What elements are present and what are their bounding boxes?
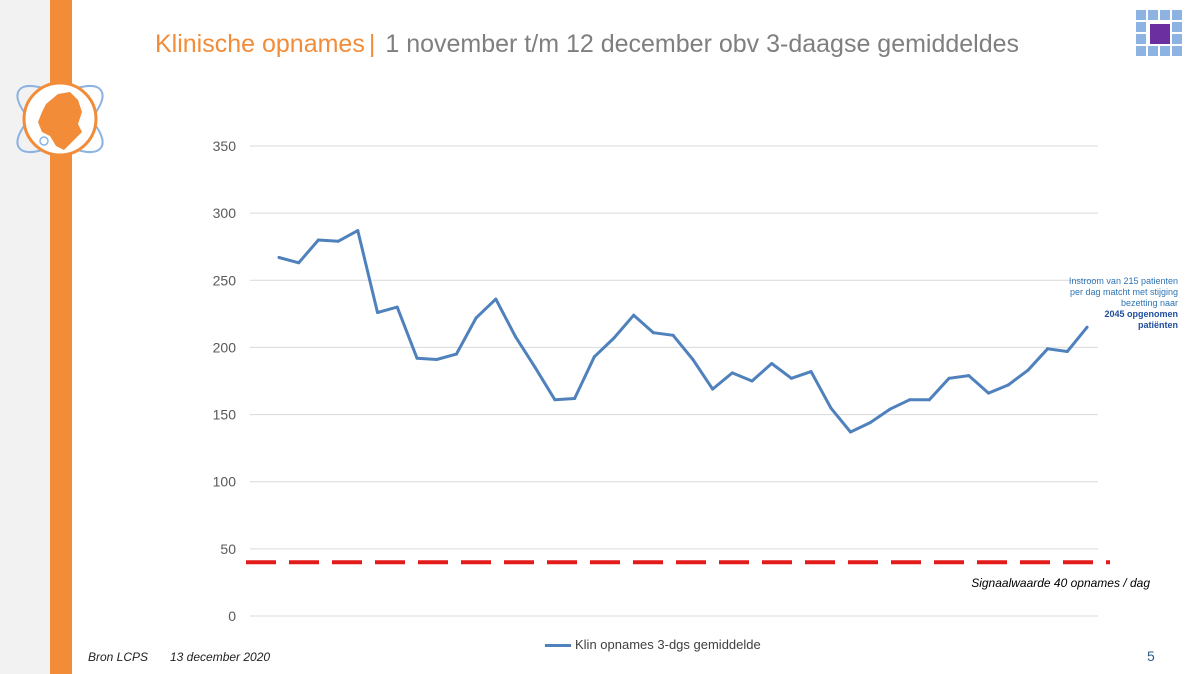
y-tick-label: 350	[213, 138, 237, 154]
data-point	[454, 352, 458, 356]
title-subtitle: 1 november t/m 12 december obv 3-daagse …	[385, 30, 1020, 58]
data-point	[494, 297, 498, 301]
data-point	[1026, 368, 1030, 372]
data-point	[474, 316, 478, 320]
annotation-line-2: per dag matcht met stijging	[1069, 287, 1178, 297]
title-separator: |	[368, 30, 376, 58]
data-point	[671, 333, 675, 337]
y-tick-label: 250	[213, 272, 237, 288]
data-point	[849, 430, 852, 434]
data-point	[947, 376, 951, 380]
annotation-bold-2: patiënten	[1137, 320, 1178, 330]
data-point	[376, 311, 379, 314]
y-tick-label: 200	[213, 339, 237, 355]
data-point	[908, 398, 912, 402]
data-point	[967, 374, 971, 378]
chart-legend: Klin opnames 3-dgs gemiddelde	[545, 637, 761, 652]
data-point	[553, 398, 557, 402]
data-point	[316, 238, 320, 242]
data-point	[927, 398, 931, 402]
data-point	[829, 406, 833, 410]
data-point	[632, 313, 636, 317]
annotation-line-3: bezetting naar	[1120, 298, 1178, 308]
title-main: Klinische opnames	[155, 30, 365, 58]
data-point	[888, 407, 892, 411]
y-tick-label: 0	[228, 608, 236, 624]
grid-square-logo-icon	[1136, 10, 1182, 56]
data-point	[809, 370, 813, 374]
left-orange-stripe	[50, 0, 72, 674]
data-point	[336, 239, 340, 243]
data-point	[651, 331, 655, 335]
netherlands-map-logo-icon	[16, 81, 104, 157]
data-point	[435, 358, 439, 361]
data-point	[750, 379, 754, 383]
annotation-bold-1: 2045 opgenomen	[1104, 309, 1178, 319]
data-point	[1085, 325, 1089, 329]
slide-title: Klinische opnames | 1 november t/m 12 dece…	[155, 30, 1019, 59]
data-point	[711, 387, 715, 391]
data-point	[514, 335, 517, 339]
data-point	[730, 371, 734, 375]
page-number: 5	[1147, 648, 1155, 664]
data-point	[1065, 350, 1069, 353]
data-point	[297, 261, 301, 265]
data-point	[277, 256, 281, 259]
data-point	[573, 397, 577, 400]
data-point	[868, 421, 872, 425]
y-tick-label: 150	[213, 407, 237, 423]
legend-label: Klin opnames 3-dgs gemiddelde	[575, 637, 761, 652]
data-point	[612, 336, 616, 340]
data-point	[533, 366, 537, 370]
data-point	[770, 362, 774, 365]
y-tick-label: 50	[220, 541, 236, 557]
footer-date: 13 december 2020	[170, 650, 271, 664]
series-line	[277, 229, 1089, 434]
data-point	[1006, 383, 1010, 387]
data-point	[356, 229, 360, 233]
legend-swatch	[545, 644, 571, 648]
data-point	[691, 358, 695, 361]
footer-source: Bron LCPS	[88, 650, 149, 664]
data-point	[987, 391, 990, 395]
y-tick-label: 300	[213, 205, 237, 221]
data-point	[592, 355, 596, 359]
data-point	[1046, 347, 1050, 351]
chart-annotation: Instroom van 215 patienten per dag match…	[1020, 276, 1178, 331]
annotation-line-1: Instroom van 215 patienten	[1068, 276, 1178, 286]
y-tick-label: 100	[213, 474, 237, 490]
threshold-label: Signaalwaarde 40 opnames / dag	[971, 576, 1150, 590]
data-point	[395, 305, 399, 309]
data-point	[789, 376, 793, 380]
data-point	[415, 356, 419, 360]
